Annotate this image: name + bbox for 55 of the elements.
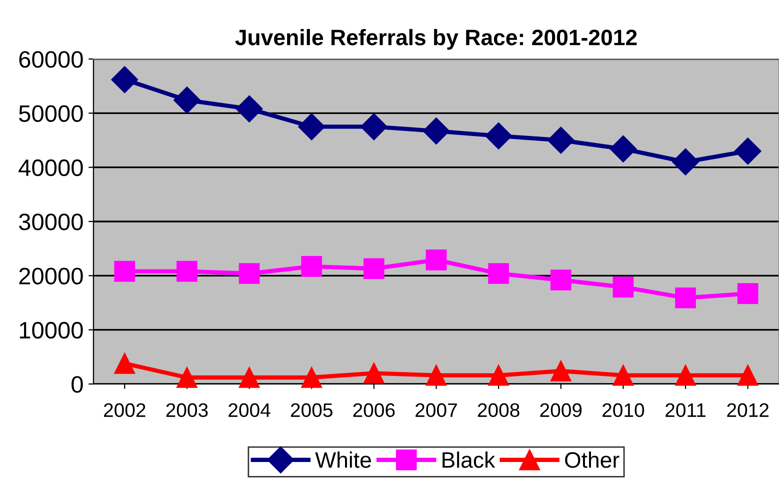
- x-tick-label: 2002: [104, 403, 146, 418]
- point: [737, 283, 758, 304]
- legend-label: Black: [442, 452, 496, 468]
- x-tick-label: 2008: [478, 403, 520, 418]
- point: [301, 256, 322, 277]
- point: [612, 364, 634, 386]
- legend-label: White: [315, 452, 371, 468]
- point: [111, 66, 138, 94]
- x-tick-label: 2005: [290, 403, 332, 418]
- point: [236, 95, 263, 122]
- point: [675, 287, 696, 308]
- chart-title: Juvenile Referrals by Race: 2001-2012: [235, 29, 637, 50]
- legend-label: Other: [565, 452, 620, 468]
- x-tick-label: 2003: [166, 403, 208, 418]
- point: [364, 362, 384, 384]
- point: [610, 135, 637, 162]
- point: [114, 260, 136, 282]
- point: [547, 126, 574, 154]
- point: [734, 138, 762, 165]
- point: [488, 364, 509, 386]
- point: [176, 367, 198, 388]
- y-tick-label: 40000: [18, 159, 83, 176]
- y-tick-label: 60000: [19, 51, 83, 68]
- point: [238, 367, 260, 388]
- y-tick-label: 0: [72, 376, 83, 393]
- point: [176, 260, 198, 282]
- point: [426, 364, 447, 386]
- point: [238, 263, 260, 284]
- point: [672, 148, 699, 176]
- point: [737, 364, 758, 386]
- point: [174, 86, 200, 114]
- point: [550, 270, 572, 290]
- x-tick-label: 2009: [540, 403, 582, 418]
- point: [675, 364, 696, 386]
- x-tick-label: 2007: [416, 403, 457, 418]
- point: [426, 250, 447, 270]
- x-tick-label: 2012: [727, 403, 768, 418]
- point: [298, 113, 326, 140]
- y-tick-label: 30000: [19, 214, 83, 230]
- point: [364, 258, 384, 280]
- point: [485, 122, 512, 150]
- x-tick-label: 2011: [666, 403, 706, 418]
- x-tick-label: 2004: [228, 403, 270, 418]
- x-tick-label: 2006: [353, 403, 395, 418]
- point: [422, 118, 450, 145]
- y-tick-label: 50000: [19, 105, 83, 122]
- y-tick-label: 20000: [19, 268, 83, 284]
- point: [612, 276, 634, 298]
- point: [360, 113, 388, 140]
- point: [114, 353, 136, 374]
- point: [550, 360, 572, 382]
- x-tick-label: 2010: [602, 403, 644, 418]
- point: [488, 263, 509, 284]
- point: [301, 367, 322, 388]
- y-tick-label: 10000: [20, 322, 83, 339]
